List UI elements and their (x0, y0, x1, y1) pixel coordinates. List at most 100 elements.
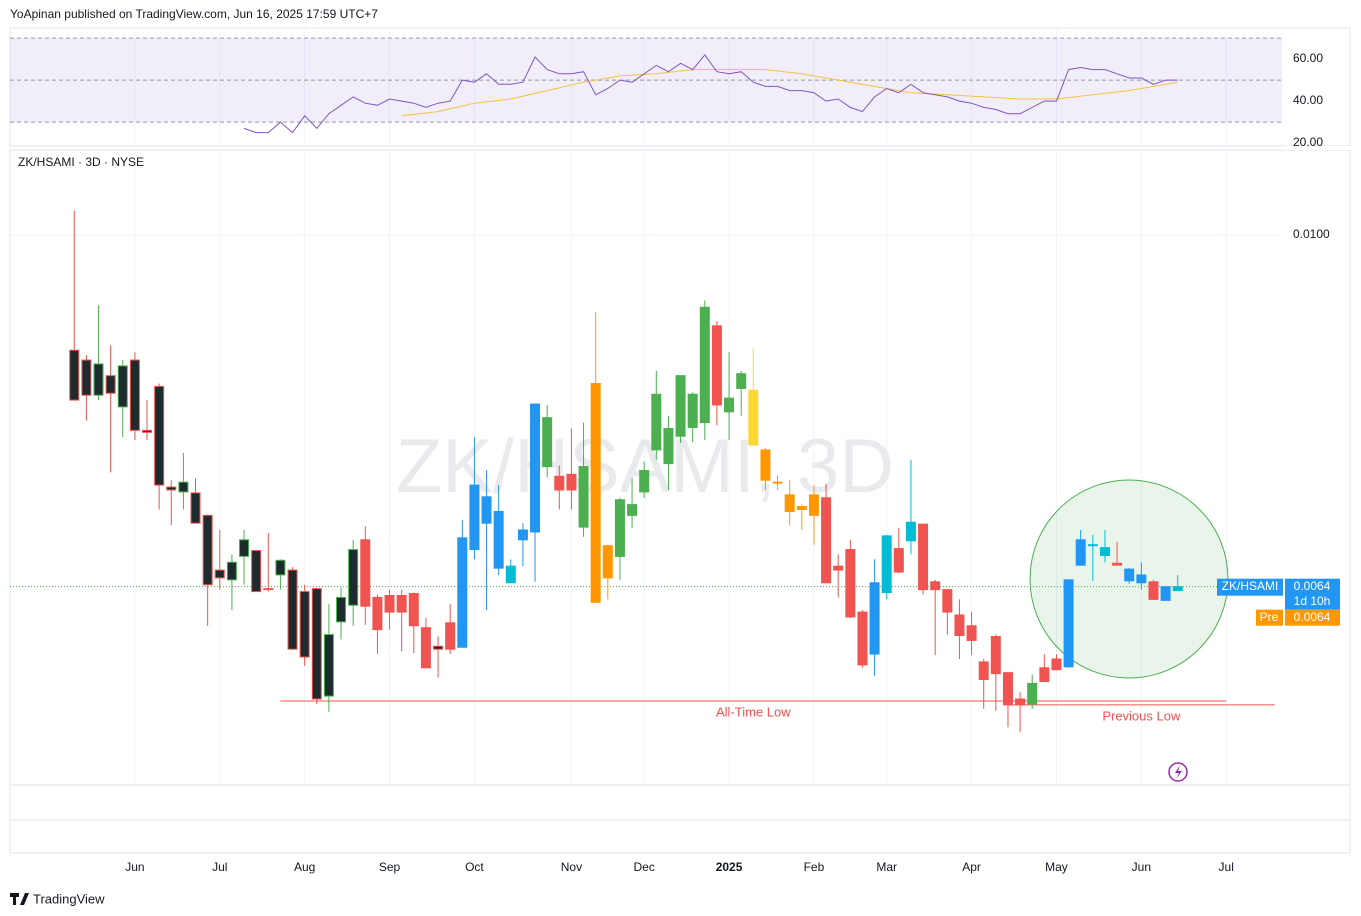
candle-body (990, 636, 1001, 675)
candle-body (930, 581, 941, 591)
candle-body (651, 393, 662, 451)
rsi-tick-label: 60.00 (1293, 51, 1323, 65)
candle-body (457, 537, 468, 648)
candle-body (469, 484, 480, 551)
footer-brand: TradingView (33, 891, 105, 906)
pre-price-tag (1285, 609, 1340, 626)
candle-body (433, 645, 444, 650)
x-tick-label: Aug (294, 860, 315, 874)
x-tick-label: Dec (634, 860, 655, 874)
candle-body (1075, 539, 1086, 566)
alert-icon[interactable] (1168, 762, 1188, 782)
x-tick-label: Jun (1132, 860, 1151, 874)
candle-body (1172, 586, 1183, 592)
x-tick-label: Apr (962, 860, 981, 874)
candle-body (954, 614, 965, 637)
marks: All-Time Low Previous Low (10, 54, 1282, 733)
grid (10, 28, 1282, 785)
candle-body (1124, 568, 1135, 582)
candle-body (384, 594, 395, 613)
candle-body (699, 306, 710, 424)
candle-body (614, 499, 625, 557)
footer-logo: TradingView (10, 891, 105, 906)
y-tick-label: 0.0100 (1293, 227, 1330, 241)
pre-tag (1256, 609, 1283, 626)
candle-body (748, 389, 759, 446)
candle-body (760, 449, 771, 481)
candle-body (154, 385, 165, 486)
candle-body (287, 569, 298, 650)
x-tick-label: Jun (125, 860, 144, 874)
rsi-pane (9, 27, 1351, 147)
candle-body (505, 565, 516, 584)
symbol-tag-label: ZK/HSAMI (1222, 579, 1279, 593)
candle-body (602, 545, 613, 579)
candle-body (978, 661, 989, 680)
logo-mark (10, 893, 29, 905)
candle-body (517, 529, 528, 541)
candle-body (493, 510, 504, 569)
candle-body (711, 325, 722, 406)
candle-body (1039, 667, 1050, 682)
rsi-tick-label: 20.00 (1293, 135, 1323, 149)
candle-body (821, 497, 832, 584)
candle-body (833, 565, 844, 571)
alert-icon-bolt (1175, 765, 1182, 779)
candle-body (639, 469, 650, 493)
candle-body (117, 365, 128, 408)
candle-body (1112, 562, 1123, 566)
x-tick-label: Mar (876, 860, 897, 874)
candle-body (190, 492, 201, 524)
candle-body (323, 634, 334, 697)
x-tick-label: Jul (1219, 860, 1234, 874)
x-tick-label: May (1045, 860, 1068, 874)
candle-body (578, 466, 589, 528)
candle-body (893, 548, 904, 573)
candle-body (372, 596, 383, 631)
candle-body (590, 382, 601, 603)
annotation-label: Previous Low (1102, 708, 1181, 723)
rsi-line (243, 54, 1178, 134)
candle-body (687, 393, 698, 428)
last-price-tag (1285, 578, 1340, 610)
candle-body (299, 591, 310, 658)
candle-body (481, 496, 492, 524)
x-tick-label: 2025 (716, 860, 743, 874)
candle-body (226, 561, 237, 581)
candle-body (542, 417, 553, 468)
rsi-mask (1283, 146, 1353, 150)
candle-body (251, 550, 262, 593)
candle-body (445, 622, 456, 650)
candle-body (663, 427, 674, 465)
candle-body (1063, 579, 1074, 668)
candle-body (942, 589, 953, 613)
candle-body (796, 506, 807, 511)
x-tick-label: Sep (379, 860, 401, 874)
candle-body (1099, 547, 1110, 556)
symbol-tag (1217, 578, 1283, 596)
candle-body (420, 627, 431, 669)
last-price-value: 0.0064 (1294, 579, 1331, 593)
candle-body (1002, 672, 1013, 706)
candle-body (1015, 698, 1026, 706)
candle-body (142, 429, 153, 433)
candle-body (166, 486, 177, 491)
panes (9, 27, 1351, 854)
candle-body (93, 363, 104, 396)
candle-body (1148, 581, 1159, 600)
candle-body (808, 494, 819, 516)
rsi-ma-line (401, 69, 1178, 117)
candle-body (736, 373, 747, 389)
x-tick-label: Feb (804, 860, 825, 874)
candle-body (857, 611, 868, 666)
last-price-countdown: 1d 10h (1294, 594, 1331, 608)
candle-body (918, 523, 929, 591)
candle-body (311, 588, 322, 700)
chart-title: ZK/HSAMI · 3D · NYSE (18, 155, 144, 169)
candle-body (178, 481, 189, 493)
candle-body (360, 539, 371, 607)
candle-body (239, 539, 250, 557)
candle-body (129, 359, 140, 431)
